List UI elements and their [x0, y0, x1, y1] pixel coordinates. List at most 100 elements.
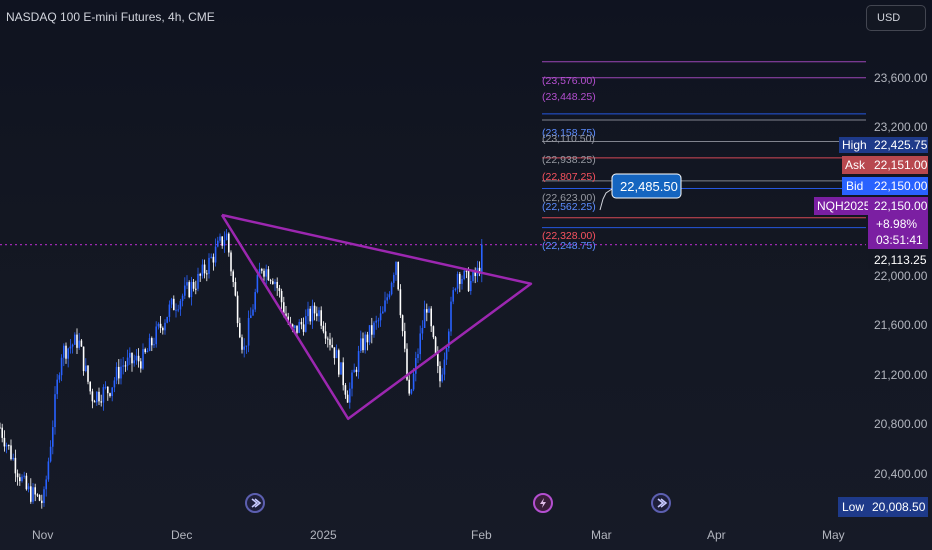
candle [236, 291, 239, 328]
candle [12, 453, 14, 461]
candle [333, 347, 336, 365]
candle [419, 325, 421, 361]
news-flash-icon[interactable] [533, 493, 553, 513]
symbol-label: NQH2025 [817, 199, 871, 213]
candle [450, 296, 452, 336]
candle [47, 457, 50, 482]
candle [137, 348, 140, 368]
candle [439, 361, 441, 388]
candle [437, 346, 439, 374]
candle [465, 270, 468, 279]
candle [181, 293, 184, 307]
candle [177, 304, 179, 313]
candle [307, 301, 309, 325]
candle [195, 280, 197, 295]
candle [27, 483, 30, 493]
candle [355, 366, 358, 377]
candle [410, 388, 413, 395]
candle [80, 339, 83, 347]
news-flash-icon[interactable] [651, 493, 671, 513]
candle [234, 277, 237, 297]
candle [254, 288, 256, 313]
candle [362, 332, 364, 353]
candle [93, 399, 96, 403]
candle [245, 345, 248, 354]
low-label: Low [842, 500, 864, 514]
candle [252, 304, 254, 316]
candle [126, 349, 129, 371]
candle [201, 259, 204, 279]
currency-button[interactable]: USD [866, 5, 926, 31]
candle [346, 390, 349, 403]
level-label: (22,623.00) [542, 192, 596, 204]
candle [157, 322, 160, 330]
price-axis[interactable]: 23,600.00 23,200.00 22,000.00 21,600.00 … [874, 71, 928, 481]
candle [228, 232, 230, 257]
candle [32, 483, 34, 504]
candle [82, 346, 85, 376]
candle [373, 320, 375, 338]
news-flash-icon[interactable] [245, 493, 265, 513]
candle [54, 386, 56, 435]
candle [192, 278, 195, 292]
candle [263, 268, 265, 281]
candle [210, 253, 212, 259]
candle [164, 319, 166, 335]
candle [208, 253, 210, 279]
last-price: 22,113.25 [874, 253, 927, 267]
candle [232, 269, 234, 288]
candle [135, 348, 138, 365]
candle [397, 261, 399, 291]
candle [408, 375, 410, 396]
candle [221, 236, 223, 249]
time-tick: 2025 [310, 528, 337, 542]
candle [223, 231, 226, 253]
candle [371, 317, 373, 344]
candle [324, 322, 327, 345]
candle [329, 332, 331, 351]
candle [280, 288, 283, 310]
candle [118, 359, 120, 385]
candle [45, 475, 47, 497]
candle [311, 299, 314, 329]
candle [357, 345, 360, 379]
candle [63, 343, 65, 367]
time-axis[interactable]: Nov Dec 2025 Feb Mar Apr May [32, 528, 845, 542]
candle [111, 387, 113, 402]
price-callout[interactable]: 22,485.50 [599, 173, 682, 211]
candle [52, 420, 54, 455]
candle [10, 439, 12, 461]
candle [14, 449, 17, 482]
candle [335, 344, 338, 359]
candle [120, 358, 122, 385]
candle [151, 336, 153, 352]
level-label: (22,328.00) [542, 230, 596, 242]
candle [170, 297, 173, 309]
candle [133, 354, 135, 367]
candle [107, 386, 109, 401]
candle [423, 300, 426, 329]
candle [41, 494, 43, 509]
candle [58, 372, 61, 383]
candle [30, 478, 32, 504]
candle [250, 307, 252, 319]
bid-value: 22,150.00 [874, 179, 928, 193]
triangle-pattern[interactable] [220, 213, 533, 420]
candle [351, 369, 353, 397]
candle [463, 268, 465, 281]
candle [302, 317, 305, 336]
candle [278, 284, 281, 298]
candle [60, 354, 63, 382]
candle [225, 228, 228, 241]
candle [67, 347, 69, 368]
candle [467, 267, 470, 293]
candle [102, 384, 105, 411]
candle [146, 348, 149, 353]
candle [428, 306, 430, 314]
candle [265, 264, 267, 285]
candle [344, 382, 347, 399]
candle [327, 336, 329, 348]
candle [1, 423, 3, 443]
candle [445, 346, 448, 366]
